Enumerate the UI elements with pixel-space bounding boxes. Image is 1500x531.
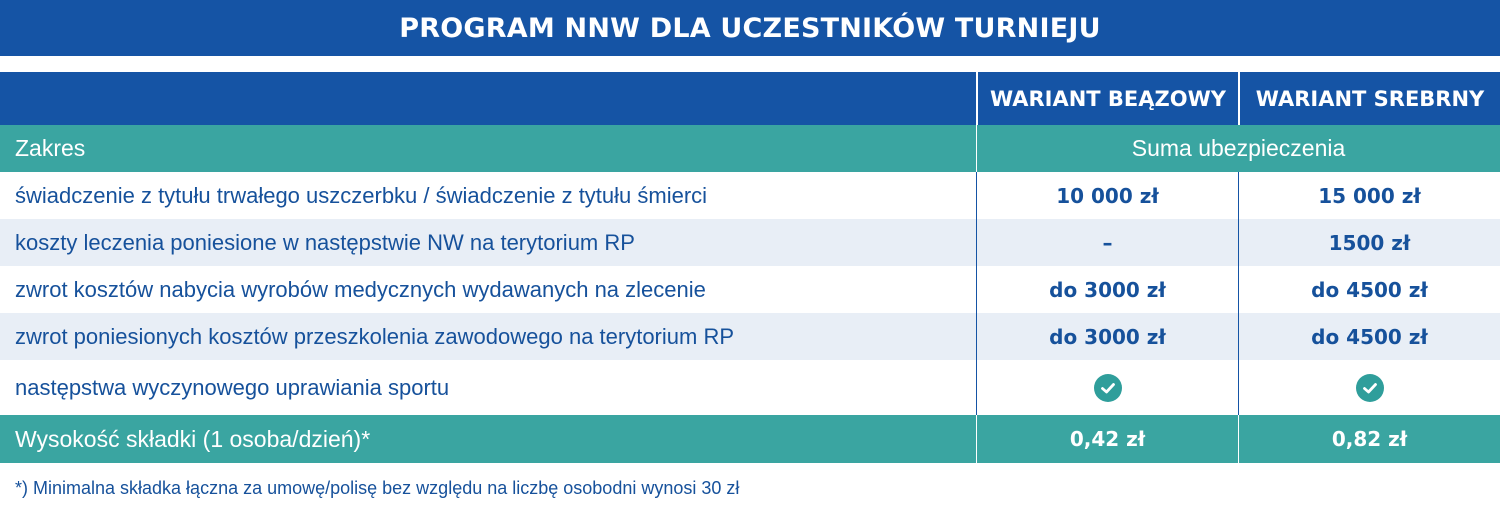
page-title: PROGRAM NNW DLA UCZESTNIKÓW TURNIEJU <box>0 0 1500 56</box>
table-row: świadczenie z tytułu trwałego uszczerbku… <box>0 172 1500 219</box>
value-beige <box>976 360 1238 415</box>
header-variant-silver: WARIANT SREBRNY <box>1238 72 1500 125</box>
premium-silver: 0,82 zł <box>1238 415 1500 463</box>
premium-beige: 0,42 zł <box>976 415 1238 463</box>
scope-row: Zakres Suma ubezpieczenia <box>0 125 1500 172</box>
table-row: koszty leczenia poniesione w następstwie… <box>0 219 1500 266</box>
value-silver <box>1238 360 1500 415</box>
premium-label: Wysokość składki (1 osoba/dzień)* <box>15 425 371 452</box>
scope-label: Zakres <box>15 135 86 161</box>
table-row: zwrot kosztów nabycia wyrobów medycznych… <box>0 266 1500 313</box>
value-beige: – <box>976 219 1238 266</box>
insurance-table: WARIANT BEĄZOWY WARIANT SREBRNY Zakres S… <box>0 72 1500 463</box>
row-label: koszty leczenia poniesione w następstwie… <box>15 229 635 255</box>
value-silver: 15 000 zł <box>1238 172 1500 219</box>
table-row: zwrot poniesionych kosztów przeszkolenia… <box>0 313 1500 360</box>
check-circle-icon <box>1355 373 1384 402</box>
table-row: następstwa wyczynowego uprawiania sportu <box>0 360 1500 415</box>
header-empty-cell <box>0 72 976 125</box>
premium-row: Wysokość składki (1 osoba/dzień)* 0,42 z… <box>0 415 1500 463</box>
value-silver: do 4500 zł <box>1238 313 1500 360</box>
value-silver: do 4500 zł <box>1238 266 1500 313</box>
value-silver: 1500 zł <box>1238 219 1500 266</box>
value-beige: do 3000 zł <box>976 313 1238 360</box>
row-label: świadczenie z tytułu trwałego uszczerbku… <box>15 182 708 208</box>
row-label: zwrot poniesionych kosztów przeszkolenia… <box>15 323 735 349</box>
value-beige: do 3000 zł <box>976 266 1238 313</box>
header-variant-beige: WARIANT BEĄZOWY <box>976 72 1238 125</box>
check-circle-icon <box>1093 373 1122 402</box>
value-beige: 10 000 zł <box>976 172 1238 219</box>
footnote: *) Minimalna składka łączna za umowę/pol… <box>15 478 740 498</box>
table-header-row: WARIANT BEĄZOWY WARIANT SREBRNY <box>0 72 1500 125</box>
row-label: zwrot kosztów nabycia wyrobów medycznych… <box>15 276 706 302</box>
row-label: następstwa wyczynowego uprawiania sportu <box>15 374 450 400</box>
sum-insured-label: Suma ubezpieczenia <box>976 125 1500 172</box>
